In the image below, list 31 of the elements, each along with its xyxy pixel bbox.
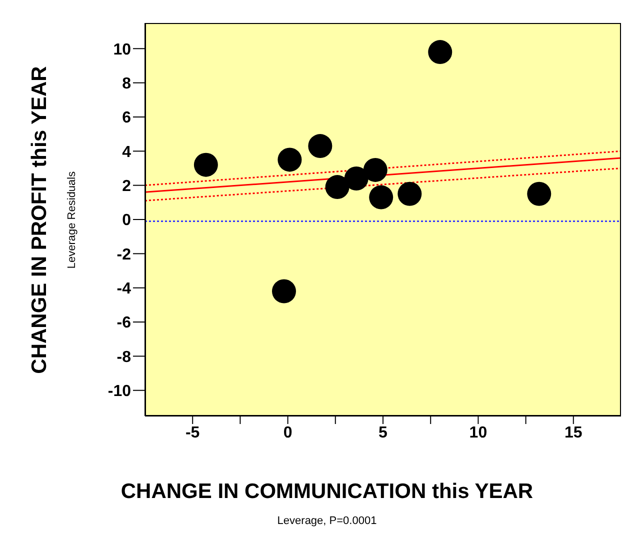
text: Leverage Residuals (66, 170, 78, 268)
point (325, 175, 350, 200)
point (272, 279, 296, 304)
y-tick-label: 6 (122, 110, 132, 127)
point (428, 40, 452, 64)
y-tick-label: -8 (116, 348, 132, 366)
x-tick-label: -5 (185, 424, 200, 442)
y-tick-label: -10 (108, 383, 132, 400)
y-tick-label: 8 (122, 75, 132, 92)
y-tick-label: 0 (122, 212, 132, 230)
x-tick-label: 5 (378, 424, 388, 442)
y-tick-label: 2 (122, 178, 132, 196)
y-tick-label: -6 (116, 314, 132, 332)
x-tick-label: 15 (564, 424, 582, 442)
point (363, 158, 388, 182)
point (308, 134, 332, 158)
point (344, 166, 368, 190)
y-tick-label: -4 (116, 280, 132, 298)
text: Leverage, P=0.0001 (276, 515, 378, 527)
y-tick-label: -2 (116, 246, 132, 264)
point (398, 182, 422, 206)
x-axis-title: CHANGE IN COMMUNICATION this YEAR (120, 480, 534, 504)
point (194, 152, 218, 177)
y-tick-label: 10 (113, 41, 132, 58)
y-axis-title: CHANGE IN PROFIT this YEAR (28, 66, 52, 374)
y-tick-label: 4 (122, 144, 132, 161)
point (369, 185, 394, 210)
point (527, 182, 552, 206)
x-tick-label: 10 (469, 424, 488, 442)
point (278, 148, 302, 172)
x-tick-label: 0 (283, 424, 292, 442)
